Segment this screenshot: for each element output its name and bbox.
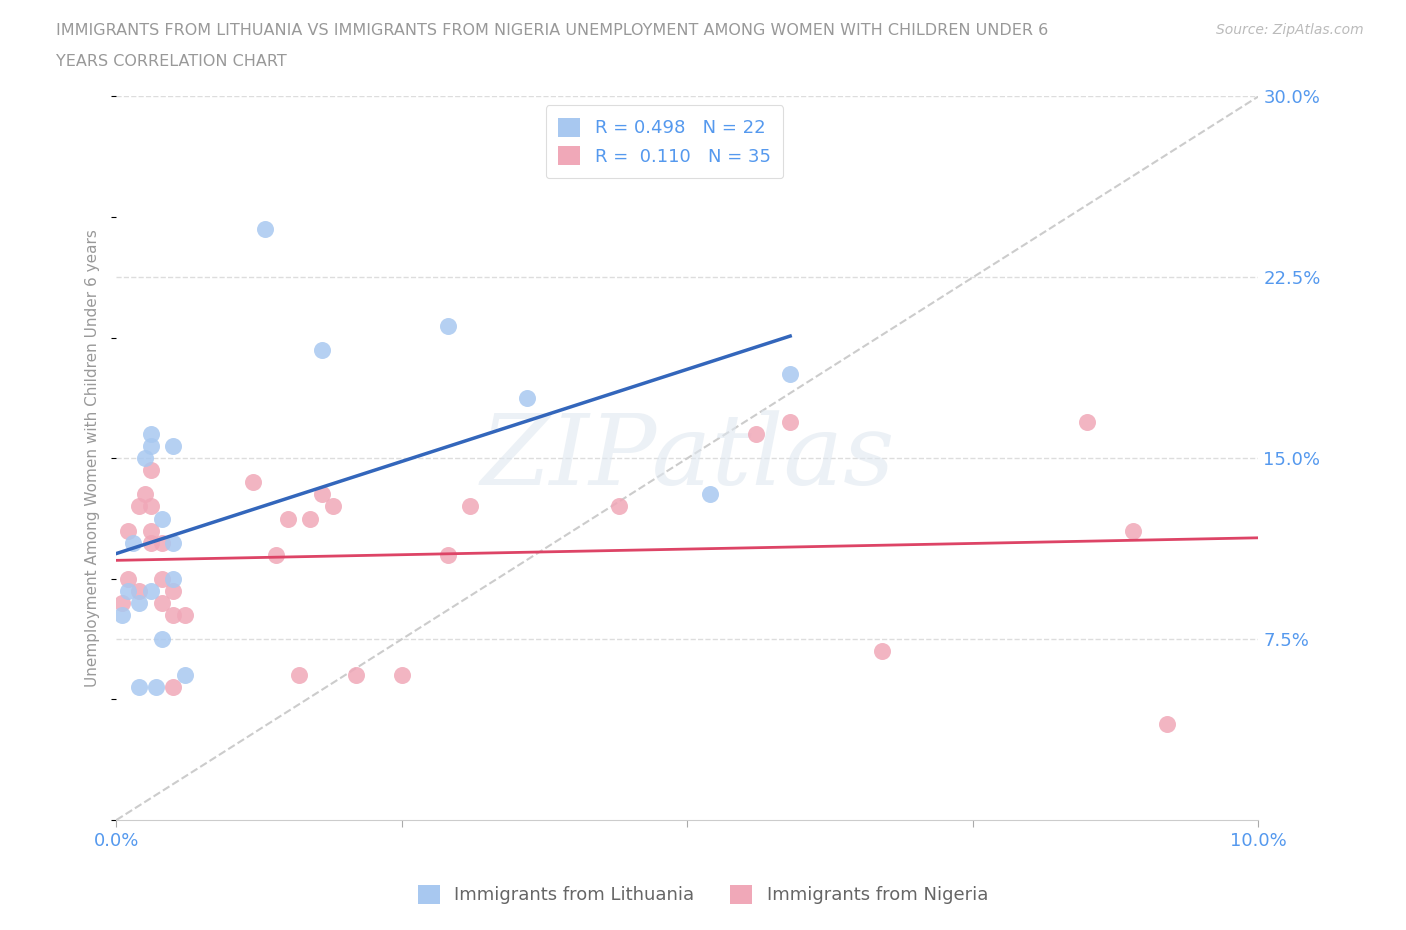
Point <box>139 427 162 442</box>
Point <box>1156 716 1178 731</box>
Point <box>139 439 162 454</box>
Point <box>134 451 156 466</box>
Point <box>264 547 287 562</box>
Point <box>111 607 134 622</box>
Text: YEARS CORRELATION CHART: YEARS CORRELATION CHART <box>56 54 287 69</box>
Point <box>150 512 173 526</box>
Point <box>150 536 173 551</box>
Point <box>779 415 801 430</box>
Point <box>253 221 276 236</box>
Point <box>122 536 145 551</box>
Point <box>1076 415 1098 430</box>
Point <box>150 631 173 646</box>
Point <box>311 342 333 357</box>
Point <box>162 607 184 622</box>
Point <box>460 499 482 514</box>
Point <box>436 318 458 333</box>
Point <box>391 668 413 683</box>
Point <box>779 366 801 381</box>
Point <box>516 391 538 405</box>
Point <box>745 427 768 442</box>
Point <box>139 463 162 478</box>
Point <box>150 595 173 610</box>
Point <box>311 487 333 502</box>
Point <box>162 536 184 551</box>
Point <box>173 607 195 622</box>
Point <box>344 668 367 683</box>
Point <box>1122 524 1144 538</box>
Point <box>128 595 150 610</box>
Point <box>117 524 139 538</box>
Legend: R = 0.498   N = 22, R =  0.110   N = 35: R = 0.498 N = 22, R = 0.110 N = 35 <box>546 105 783 179</box>
Point <box>134 487 156 502</box>
Point <box>699 487 721 502</box>
Point <box>162 583 184 598</box>
Point <box>139 499 162 514</box>
Point <box>322 499 344 514</box>
Point <box>162 571 184 586</box>
Point <box>128 680 150 695</box>
Point <box>139 536 162 551</box>
Point <box>111 595 134 610</box>
Legend: Immigrants from Lithuania, Immigrants from Nigeria: Immigrants from Lithuania, Immigrants fr… <box>411 878 995 911</box>
Point <box>128 499 150 514</box>
Point <box>607 499 630 514</box>
Point <box>150 571 173 586</box>
Text: ZIPatlas: ZIPatlas <box>479 411 894 506</box>
Point <box>436 547 458 562</box>
Point <box>242 475 264 490</box>
Point <box>288 668 311 683</box>
Point <box>173 668 195 683</box>
Point <box>162 680 184 695</box>
Point <box>117 571 139 586</box>
Point <box>139 524 162 538</box>
Point <box>870 644 893 658</box>
Point <box>162 439 184 454</box>
Text: Source: ZipAtlas.com: Source: ZipAtlas.com <box>1216 23 1364 37</box>
Point <box>277 512 299 526</box>
Text: IMMIGRANTS FROM LITHUANIA VS IMMIGRANTS FROM NIGERIA UNEMPLOYMENT AMONG WOMEN WI: IMMIGRANTS FROM LITHUANIA VS IMMIGRANTS … <box>56 23 1049 38</box>
Point <box>139 583 162 598</box>
Point <box>128 583 150 598</box>
Y-axis label: Unemployment Among Women with Children Under 6 years: Unemployment Among Women with Children U… <box>86 230 100 687</box>
Point <box>299 512 322 526</box>
Point <box>145 680 167 695</box>
Point <box>117 583 139 598</box>
